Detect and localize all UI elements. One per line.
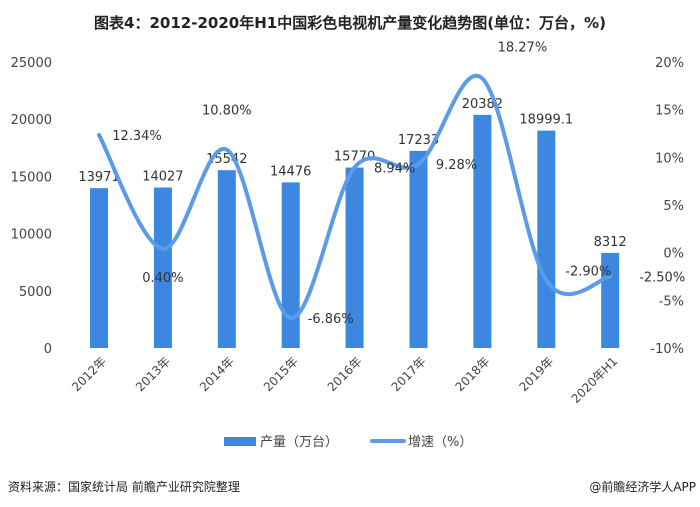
bar — [473, 114, 492, 348]
bar — [409, 150, 428, 348]
line-label: 0.40% — [142, 271, 183, 286]
left-tick-label: 20000 — [11, 113, 52, 128]
growth-line — [97, 73, 613, 321]
line-label: 10.80% — [202, 104, 252, 119]
brand-credit: @前瞻经济学人APP — [589, 480, 696, 494]
left-tick-label: 5000 — [19, 285, 52, 300]
bar-label: 13971 — [78, 170, 119, 185]
right-tick-label: 10% — [655, 151, 684, 166]
right-tick-label: 5% — [663, 199, 684, 214]
right-tick-label: 20% — [655, 56, 684, 71]
bar-label: 17233 — [398, 133, 439, 148]
bar — [537, 130, 556, 348]
bar-label: 14027 — [142, 170, 183, 185]
line-label: 8.94% — [374, 161, 415, 176]
left-tick-label: 15000 — [11, 170, 52, 185]
line-label: -2.50% — [639, 271, 685, 286]
right-tick-label: -5% — [659, 294, 684, 309]
bar — [281, 182, 300, 348]
bar — [153, 187, 172, 348]
x-tick-label: 2017年 — [389, 354, 429, 394]
right-tick-label: 15% — [655, 104, 684, 119]
left-tick-label: 10000 — [11, 228, 52, 243]
legend-bar-label: 产量（万台） — [260, 435, 338, 450]
chart-svg: 0 5000 10000 15000 20000 25000 -10% -5% 0% 5% 10% 1… — [11, 40, 686, 450]
left-tick-label: 25000 — [11, 56, 52, 71]
legend-bar-swatch — [224, 437, 256, 446]
x-tick-label: 2020年H1 — [569, 354, 621, 406]
left-tick-label: 0 — [44, 342, 52, 357]
x-tick-label: 2016年 — [325, 354, 365, 394]
bar — [217, 170, 236, 348]
bar — [90, 188, 108, 348]
right-tick-label: 0% — [663, 247, 684, 262]
line-label: -6.86% — [308, 312, 354, 327]
x-tick-label: 2012年 — [69, 354, 109, 394]
bar — [345, 167, 364, 348]
chart-title: 图表4：2012-2020年H1中国彩色电视机产量变化趋势图(单位：万台，%) — [94, 14, 606, 32]
line-label: 18.27% — [498, 40, 548, 55]
x-tick-label: 2018年 — [453, 354, 493, 394]
line-label: 12.34% — [112, 129, 162, 144]
bar-label: 8312 — [594, 235, 627, 250]
right-tick-label: -10% — [650, 342, 684, 357]
legend-line-label: 增速（%） — [408, 435, 472, 450]
x-tick-label: 2015年 — [261, 354, 301, 394]
x-tick-label: 2013年 — [133, 354, 173, 394]
line-label: 9.28% — [436, 158, 477, 173]
x-tick-label: 2019年 — [516, 354, 556, 394]
x-tick-label: 2014年 — [197, 354, 237, 394]
bar-label: 18999.1 — [519, 113, 573, 128]
bar-label: 14476 — [270, 164, 311, 179]
line-label: -2.90% — [565, 264, 611, 279]
source-note: 资料来源：国家统计局 前瞻产业研究院整理 — [8, 480, 240, 494]
